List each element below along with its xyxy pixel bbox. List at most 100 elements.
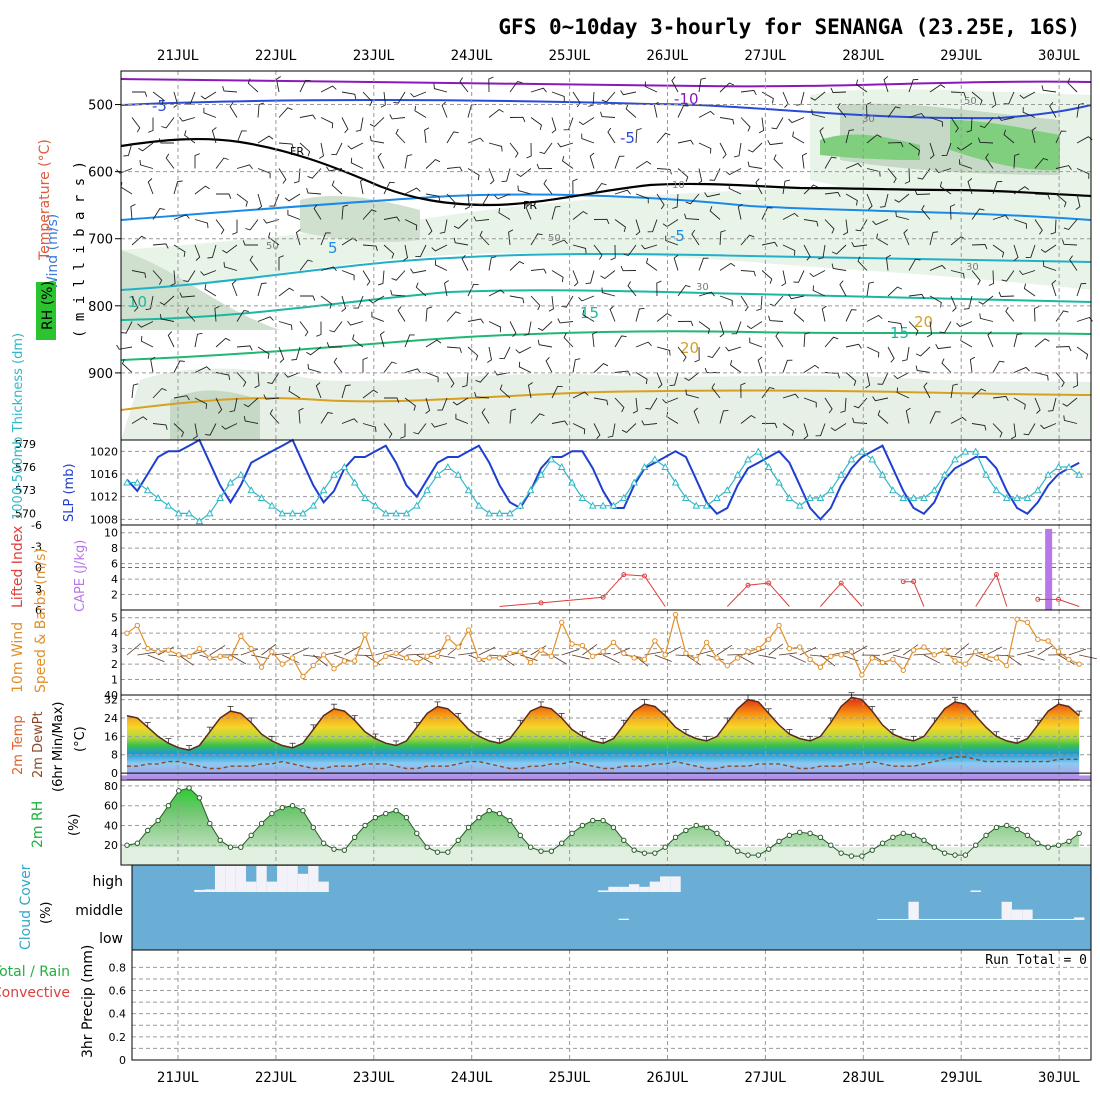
wind-barb bbox=[390, 289, 406, 297]
wind-barb bbox=[719, 262, 736, 271]
thickness-point bbox=[733, 470, 742, 478]
wind-barb bbox=[147, 178, 154, 195]
wind-barb bbox=[509, 116, 526, 123]
wind-barb bbox=[1013, 186, 1030, 195]
temp-contour-label: -10 bbox=[674, 90, 699, 108]
thickness-point bbox=[557, 463, 566, 471]
wind-barb bbox=[243, 397, 259, 408]
wind-barb bbox=[207, 244, 217, 259]
rh-point bbox=[559, 840, 565, 846]
thickness-point bbox=[795, 501, 804, 509]
wind-barb bbox=[666, 411, 679, 424]
wind-barb bbox=[316, 321, 322, 337]
wind-speed-point bbox=[145, 645, 151, 652]
wind-barb bbox=[992, 181, 1003, 195]
wind-barb bbox=[121, 358, 133, 373]
rh2m-label-group: 2m RH bbox=[30, 801, 46, 848]
temp-grid: 32 24 16 8 0 bbox=[104, 694, 1091, 780]
wind-barb bbox=[1013, 153, 1020, 169]
wind-barb bbox=[299, 321, 309, 337]
wind-barb bbox=[908, 258, 921, 271]
wind-barb bbox=[812, 285, 826, 297]
wind-barb bbox=[811, 109, 826, 118]
wind-speed-point bbox=[755, 645, 762, 652]
wind-barb bbox=[614, 155, 625, 169]
wind-barb bbox=[747, 161, 763, 169]
wind-barb bbox=[319, 142, 325, 159]
wind-barb bbox=[677, 320, 694, 327]
wind-barb bbox=[855, 219, 868, 232]
thickness-point bbox=[992, 486, 1001, 494]
wind-barb bbox=[761, 386, 775, 399]
wind-barb bbox=[131, 270, 147, 278]
wind-barb bbox=[509, 261, 525, 271]
wind-barb bbox=[693, 407, 700, 424]
date-label-top: 28JUL bbox=[842, 48, 884, 64]
wind-barb bbox=[341, 270, 355, 281]
wind-barb bbox=[645, 397, 658, 410]
wind-barb bbox=[298, 407, 304, 424]
precip-panel: 0.8 0.6 0.4 0.2 0 Run Total = 0 Total / Rain… bbox=[0, 945, 1092, 1067]
wind-barb bbox=[614, 189, 631, 195]
wind-barb bbox=[148, 117, 154, 133]
wind-speed-point bbox=[341, 658, 348, 664]
wind-barb bbox=[461, 254, 469, 271]
wind-barb bbox=[801, 152, 808, 169]
thickness-point bbox=[1044, 470, 1052, 478]
temp-contour-label: 15 bbox=[580, 304, 599, 322]
rh-point bbox=[848, 853, 855, 859]
rh-point bbox=[300, 807, 306, 814]
wind-barb bbox=[935, 168, 952, 174]
wind-barb bbox=[593, 218, 610, 225]
wind-barb bbox=[704, 192, 721, 198]
temp-contour-label: 20 bbox=[914, 313, 933, 331]
upper-air-panel: FR FR -10 -5 -5 -5 5 10 15 15 20 20 50 3… bbox=[36, 70, 1093, 441]
wind-speed-point bbox=[973, 649, 979, 655]
wind-barb bbox=[582, 309, 595, 322]
surface-wind-barb bbox=[810, 654, 829, 658]
wind-speed-point bbox=[465, 627, 472, 633]
wind-barb bbox=[326, 342, 342, 348]
rh-tick-label: 60 bbox=[104, 800, 118, 813]
wind-speed-point bbox=[652, 638, 658, 644]
wind-barb bbox=[425, 306, 433, 322]
wind-barb bbox=[589, 152, 595, 169]
wind-barb bbox=[614, 335, 627, 348]
wind-barb bbox=[131, 383, 139, 399]
wind-barb bbox=[384, 397, 400, 403]
lifted-index-line bbox=[820, 582, 863, 607]
precip-tick-label: 0 bbox=[119, 1054, 126, 1067]
wind-barb bbox=[415, 282, 427, 297]
wind-barb bbox=[979, 117, 994, 129]
wind-speed-point bbox=[952, 658, 958, 664]
wind-barb bbox=[824, 191, 841, 198]
temp-tick-label: 32 bbox=[104, 694, 118, 707]
wind-barb bbox=[593, 397, 609, 406]
wind-barb bbox=[121, 321, 133, 334]
pressure-tick-label: 500 bbox=[88, 99, 113, 114]
wind-barb bbox=[1041, 85, 1057, 93]
wind-barb bbox=[131, 416, 148, 424]
wind-barb bbox=[425, 397, 431, 414]
rh-point bbox=[879, 840, 886, 846]
wind-barb bbox=[985, 153, 994, 169]
wind-barb bbox=[488, 168, 495, 185]
wind-barb bbox=[908, 321, 919, 336]
wind-barb bbox=[929, 84, 946, 93]
wind-barb bbox=[467, 283, 479, 297]
surface-wind-barb bbox=[851, 645, 868, 656]
thickness-point bbox=[806, 493, 814, 501]
wind-barb bbox=[782, 179, 790, 195]
rh-point bbox=[921, 837, 927, 843]
wind-barb bbox=[635, 307, 645, 322]
wind-barb bbox=[979, 313, 994, 322]
slp-thickness-panel: 579 576 573 570 1020 1016 1012 1008 1000-500mb … bbox=[11, 333, 1092, 526]
wind-barb bbox=[656, 280, 662, 297]
wind-barb bbox=[926, 321, 933, 338]
wind-barb bbox=[625, 104, 637, 118]
rh-point bbox=[776, 838, 782, 844]
temp-tick-label: 8 bbox=[111, 749, 118, 762]
wind-barb bbox=[737, 203, 743, 220]
wind-speed-point bbox=[569, 641, 575, 647]
thickness-point bbox=[723, 486, 732, 494]
